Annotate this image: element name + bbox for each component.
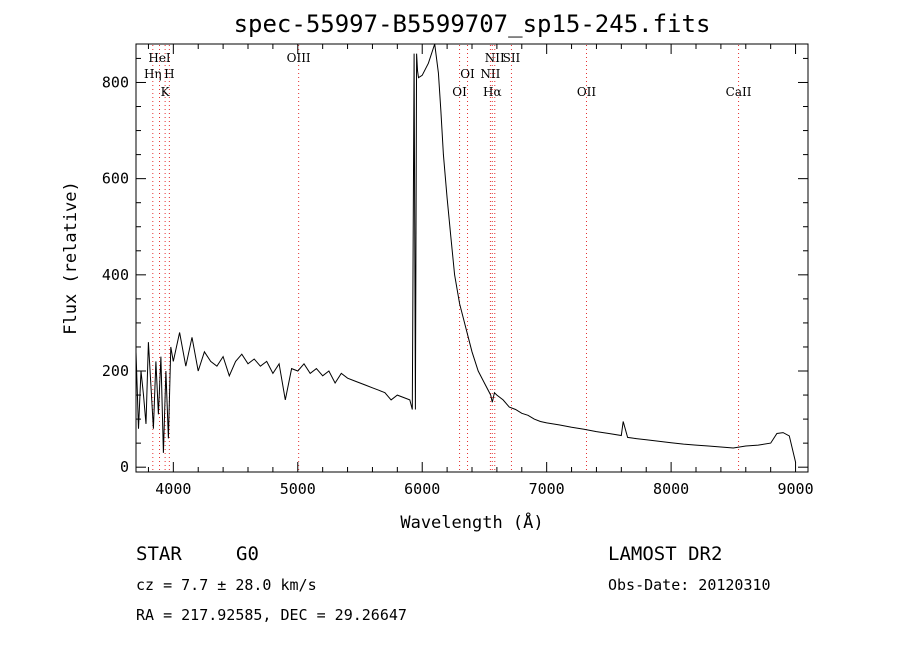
spectral-line-label: HeI xyxy=(148,51,171,65)
spectral-line-label: OII xyxy=(577,85,597,99)
spectral-line-label: CaII xyxy=(726,85,752,99)
spectral-line-label: NII xyxy=(480,67,500,81)
survey-name: LAMOST DR2 xyxy=(608,543,722,565)
spectral-line-label: K xyxy=(161,85,171,99)
y-tick-label: 200 xyxy=(102,362,129,380)
spectral-line-label: OI xyxy=(452,85,467,99)
x-axis-ticks: 4000 5000 6000 7000 8000 9000 xyxy=(147,44,814,498)
spectrum-curve xyxy=(135,43,797,463)
x-tick-label: 5000 xyxy=(280,480,316,498)
y-tick-label: 400 xyxy=(102,266,129,284)
plot-frame xyxy=(135,43,809,473)
x-tick-label: 9000 xyxy=(777,480,813,498)
sky-coordinates: RA = 217.92585, DEC = 29.26647 xyxy=(136,606,407,624)
object-class: STAR xyxy=(136,543,182,565)
x-tick-label: 6000 xyxy=(404,480,440,498)
spectral-line-label: NII xyxy=(485,51,505,65)
chart-title: spec-55997-B5599707_sp15-245.fits xyxy=(234,10,711,38)
y-tick-label: 800 xyxy=(102,73,129,91)
y-axis-label: Flux (relative) xyxy=(61,181,81,335)
x-tick-label: 4000 xyxy=(155,480,191,498)
spectral-line-label: Hα xyxy=(483,85,502,99)
spectral-line-label: H xyxy=(164,67,174,81)
x-tick-label: 8000 xyxy=(653,480,689,498)
observation-date: Obs-Date: 20120310 xyxy=(608,576,771,594)
y-axis-ticks: 0 200 400 600 800 xyxy=(102,57,808,476)
x-tick-label: 7000 xyxy=(529,480,565,498)
x-axis-label: Wavelength (Å) xyxy=(400,511,543,533)
spectral-line-markers xyxy=(152,45,740,471)
spectral-line-label: OIII xyxy=(287,51,311,65)
spectral-line-label: SII xyxy=(503,51,521,65)
spectral-line-label: OI xyxy=(460,67,475,81)
spectral-line-label: Hη xyxy=(144,67,162,81)
object-subclass: G0 xyxy=(236,543,259,565)
y-tick-label: 600 xyxy=(102,170,129,188)
y-tick-label: 0 xyxy=(120,458,129,476)
redshift-cz: cz = 7.7 ± 28.0 km/s xyxy=(136,576,317,594)
